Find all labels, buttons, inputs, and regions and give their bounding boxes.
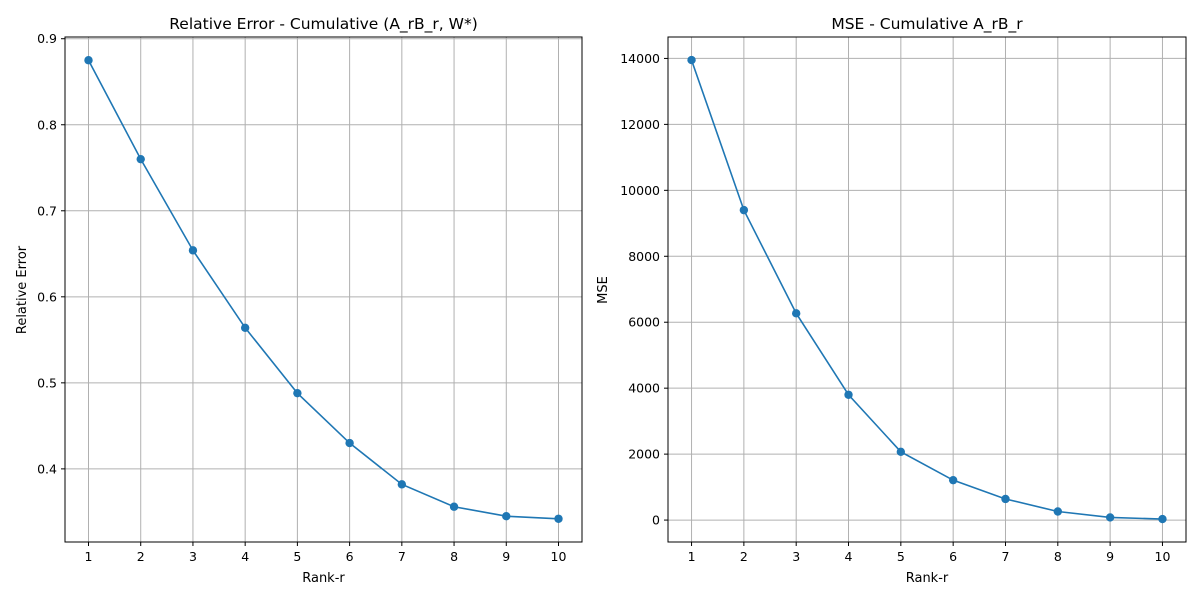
x-tick-label: 10 xyxy=(551,549,567,564)
data-point xyxy=(1158,514,1167,524)
x-tick-label: 5 xyxy=(293,549,301,564)
data-point xyxy=(240,323,250,332)
data-point xyxy=(554,514,563,523)
subplot-mse: MSE - Cumulative A_rB_r Rank-r MSE 1 2 3 4 5… xyxy=(596,15,1187,586)
x-tick-label: 8 xyxy=(450,549,458,564)
data-point xyxy=(449,502,459,511)
y-axis-label: MSE xyxy=(596,276,611,304)
x-tick-label: 4 xyxy=(845,549,853,564)
data-point xyxy=(687,55,696,65)
y-tick-label: 0.9 xyxy=(37,31,57,46)
data-point xyxy=(136,154,145,164)
x-tick-label: 5 xyxy=(897,549,905,564)
series-line xyxy=(87,59,559,520)
data-point xyxy=(502,511,511,521)
chart-title: MSE - Cumulative A_rB_r xyxy=(831,15,1023,34)
series-line xyxy=(690,59,1163,520)
series xyxy=(84,56,563,523)
data-point xyxy=(739,205,749,215)
data-point xyxy=(791,309,801,318)
data-point xyxy=(188,246,198,255)
x-tick-label: 9 xyxy=(502,549,510,564)
y-tick-label: 12000 xyxy=(620,117,660,132)
y-tick-label: 0.4 xyxy=(37,461,57,476)
y-tick-label: 0.7 xyxy=(37,203,57,218)
y-tick-label: 0 xyxy=(652,513,660,528)
series xyxy=(687,55,1167,524)
data-point xyxy=(844,390,853,399)
x-tick-label: 6 xyxy=(346,549,354,564)
plot-frame xyxy=(667,36,1187,543)
data-point xyxy=(896,447,906,457)
x-tick-label: 3 xyxy=(792,549,800,564)
x-tick-label: 2 xyxy=(137,549,145,564)
x-tick-label: 3 xyxy=(189,549,197,564)
x-tick-label: 1 xyxy=(688,549,696,564)
x-tick-label: 7 xyxy=(398,549,406,564)
tick-labels: 1 2 3 4 5 6 7 8 9 10 0.4 0.5 0.6 0.7 0.8 0.9 xyxy=(37,31,566,564)
y-tick-label: 10000 xyxy=(620,183,660,198)
y-tick-label: 14000 xyxy=(620,51,660,66)
data-point xyxy=(397,480,407,489)
x-tick-label: 2 xyxy=(740,549,748,564)
data-point xyxy=(293,388,302,398)
data-point xyxy=(1001,494,1010,504)
y-tick-label: 8000 xyxy=(628,249,660,264)
x-tick-label: 6 xyxy=(949,549,957,564)
grid xyxy=(668,37,1186,542)
data-point xyxy=(948,475,958,485)
data-point xyxy=(1053,507,1063,516)
data-point xyxy=(84,56,93,65)
data-point xyxy=(1105,513,1115,522)
subplot-relative-error: Relative Error - Cumulative (A_rB_r, W*)… xyxy=(15,15,583,586)
x-axis-label: Rank-r xyxy=(302,571,345,586)
y-tick-label: 0.6 xyxy=(37,289,57,304)
x-tick-label: 10 xyxy=(1155,549,1171,564)
x-tick-label: 1 xyxy=(85,549,93,564)
tick-labels: 1 2 3 4 5 6 7 8 9 10 0 2000 4000 6000 8000 10000 12000 14… xyxy=(620,51,1170,564)
data-point xyxy=(345,438,354,448)
y-tick-label: 4000 xyxy=(628,381,660,396)
grid xyxy=(65,37,582,542)
x-axis-label: Rank-r xyxy=(906,571,949,586)
x-tick-label: 9 xyxy=(1106,549,1114,564)
y-tick-label: 2000 xyxy=(628,447,660,462)
x-tick-label: 7 xyxy=(1002,549,1010,564)
y-tick-label: 0.8 xyxy=(37,117,57,132)
x-tick-label: 4 xyxy=(241,549,249,564)
plot-frame xyxy=(64,36,583,543)
y-tick-label: 6000 xyxy=(628,315,660,330)
chart-title: Relative Error - Cumulative (A_rB_r, W*) xyxy=(169,15,478,34)
x-tick-label: 8 xyxy=(1054,549,1062,564)
y-axis-label: Relative Error xyxy=(15,245,30,334)
y-tick-label: 0.5 xyxy=(37,375,57,390)
